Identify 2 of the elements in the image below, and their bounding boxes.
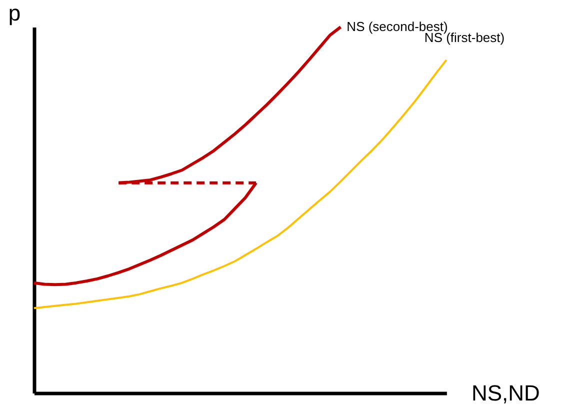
x-axis-title: NS,ND	[472, 380, 540, 406]
y-axis-title: p	[8, 0, 21, 26]
